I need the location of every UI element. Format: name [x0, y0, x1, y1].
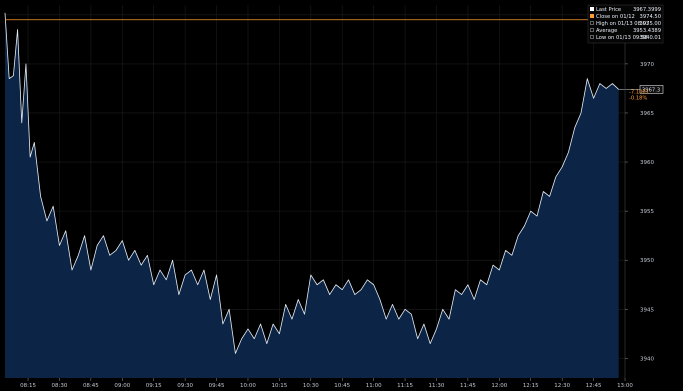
x-tick-label: 13:00 — [617, 383, 633, 389]
legend-swatch — [590, 7, 594, 11]
legend-item-close: Close on 01/12 3974.50 — [590, 14, 661, 20]
legend: Last Price 3967.3999 Close on 01/12 3974… — [587, 4, 664, 44]
x-tick-label: 10:15 — [271, 383, 287, 389]
legend-value: 3975.00 — [640, 21, 661, 27]
legend-item-low: Low on 01/13 09:58 3940.01 — [590, 35, 661, 41]
y-tick-label: 3965 — [640, 111, 654, 117]
legend-value: 3974.50 — [640, 14, 661, 20]
x-tick-label: 11:15 — [397, 383, 413, 389]
legend-label: Average — [596, 28, 617, 34]
x-tick-label: 09:00 — [114, 383, 130, 389]
x-tick-label: 12:30 — [554, 383, 570, 389]
y-tick-label: 3955 — [640, 209, 654, 215]
legend-box — [587, 4, 664, 44]
last-price-tag-text: 3967.3 — [642, 87, 660, 93]
x-tick-label: 11:00 — [366, 383, 382, 389]
legend-label: Close on 01/12 — [596, 14, 635, 20]
x-axis: 08:15 08:30 08:45 09:00 09:15 09:30 09:45 10:00… — [20, 378, 633, 389]
legend-item-last-price: Last Price 3967.3999 — [590, 7, 661, 13]
legend-label: Last Price — [596, 7, 621, 13]
x-tick-label: 08:45 — [83, 383, 99, 389]
legend-value: 3967.3999 — [633, 7, 661, 13]
legend-item-average: Average 3953.4389 — [590, 28, 661, 34]
x-tick-label: 11:30 — [429, 383, 445, 389]
legend-item-high: High on 01/13 08:03 3975.00 — [590, 21, 661, 27]
x-tick-label: 09:45 — [209, 383, 225, 389]
x-tick-label: 12:15 — [523, 383, 539, 389]
legend-swatch — [590, 14, 594, 18]
legend-swatch — [590, 21, 594, 25]
x-tick-label: 11:45 — [460, 383, 476, 389]
x-tick-label: 09:30 — [177, 383, 193, 389]
x-tick-label: 08:15 — [20, 383, 36, 389]
price-line — [4, 12, 619, 354]
legend-value: 3953.4389 — [633, 28, 661, 34]
x-tick-label: 12:45 — [586, 383, 602, 389]
x-tick-label: 08:30 — [52, 383, 68, 389]
y-tick-label: 3950 — [640, 258, 654, 264]
y-tick-label: 3960 — [640, 160, 654, 166]
last-price-tag: 3967.3 — [639, 85, 664, 94]
price-area-fill — [5, 12, 619, 378]
last-price-tag-box — [639, 85, 664, 94]
legend-label: High on 01/13 08:03 — [596, 21, 649, 27]
change-percent: -0.18% — [629, 95, 647, 101]
y-tick-label: 3945 — [640, 307, 654, 313]
legend-label: Low on 01/13 09:58 — [596, 35, 648, 41]
y-tick-label: 3940 — [640, 356, 654, 362]
x-tick-label: 10:30 — [303, 383, 319, 389]
legend-value: 3940.01 — [640, 35, 661, 41]
x-tick-label: 10:00 — [240, 383, 256, 389]
y-tick-label: 3970 — [640, 62, 654, 68]
legend-swatch — [590, 35, 594, 39]
legend-swatch — [590, 28, 594, 32]
x-tick-label: 12:00 — [491, 383, 507, 389]
x-tick-label: 10:45 — [334, 383, 350, 389]
x-tick-label: 09:15 — [146, 383, 162, 389]
change-absolute: -7.1001 — [629, 89, 649, 95]
